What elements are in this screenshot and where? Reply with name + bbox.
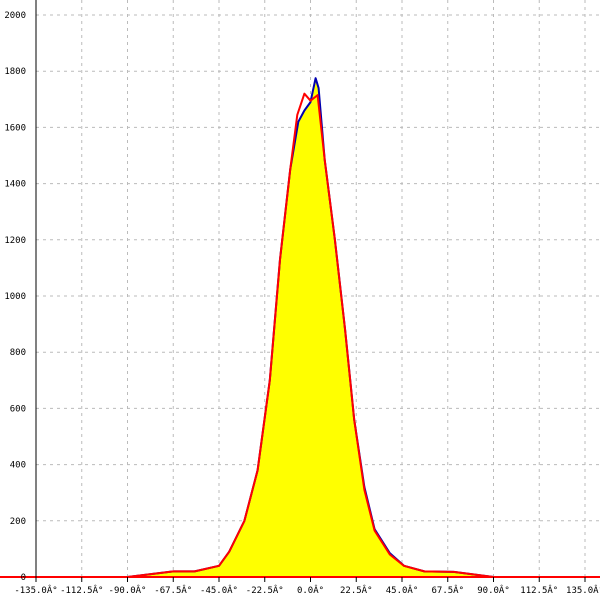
- tick-labels: -135.0Â° -112.5Â° -90.0Â° -67.5Â° -45.0Â° -22…: [4, 11, 600, 596]
- area-fill: [127, 78, 494, 577]
- y-tick-label: 1800: [4, 67, 26, 77]
- x-tick-label: -67.5Â°: [154, 584, 192, 596]
- x-tick-label: 135.0Â°: [566, 584, 600, 596]
- y-tick-label: 600: [10, 404, 26, 414]
- x-tick-label: 112.5Â°: [520, 584, 558, 596]
- x-tick-label: 22.5Â°: [340, 584, 373, 596]
- y-tick-label: 1200: [4, 236, 26, 246]
- x-tick-label: -90.0Â°: [109, 584, 147, 596]
- series-line-red: [36, 92, 585, 578]
- y-tick-label: 200: [10, 517, 26, 527]
- x-tick-label: 67.5Â°: [431, 584, 464, 596]
- x-tick-label: -22.5Â°: [246, 584, 284, 596]
- y-tick-label: 2000: [4, 11, 26, 21]
- y-tick-label: 1000: [4, 292, 26, 302]
- y-tick-label: 800: [10, 348, 26, 358]
- axes: [35, 0, 586, 582]
- filled-area: [127, 78, 494, 577]
- x-tick-label: 0.0Â°: [297, 584, 324, 596]
- x-tick-label: -112.5Â°: [60, 584, 103, 596]
- y-tick-label: 1600: [4, 123, 26, 133]
- y-tick-label: 1400: [4, 180, 26, 190]
- y-tick-label: 0: [21, 573, 26, 583]
- y-tick-label: 400: [10, 461, 26, 471]
- grid: [36, 0, 600, 577]
- x-tick-label: -45.0Â°: [200, 584, 238, 596]
- x-tick-label: -135.0Â°: [14, 584, 57, 596]
- x-tick-label: 90.0Â°: [477, 584, 510, 596]
- x-tick-label: 45.0Â°: [386, 584, 419, 596]
- series-lines: [0, 77, 600, 578]
